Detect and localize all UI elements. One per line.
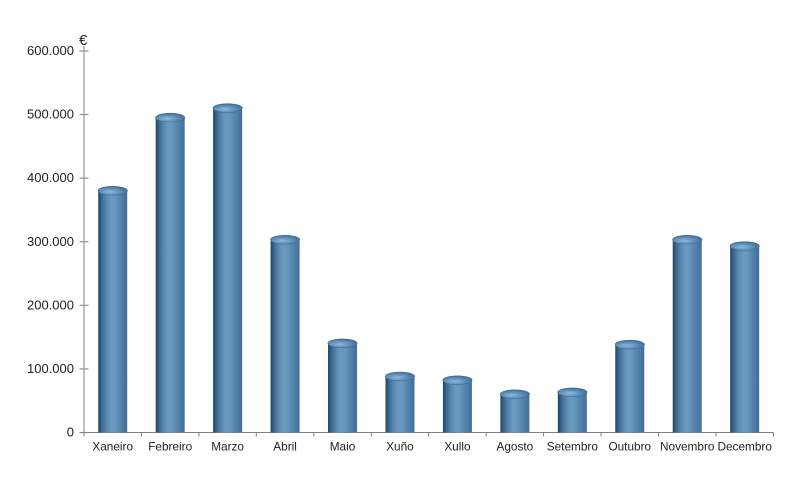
svg-text:Xullo: Xullo [444, 440, 471, 454]
svg-text:300.000: 300.000 [27, 234, 74, 249]
svg-text:Novembro: Novembro [660, 440, 715, 454]
svg-text:Febreiro: Febreiro [148, 440, 192, 454]
svg-text:100.000: 100.000 [27, 361, 74, 376]
svg-text:600.000: 600.000 [27, 43, 74, 58]
svg-text:Agosto: Agosto [497, 440, 534, 454]
svg-text:Marzo: Marzo [211, 440, 244, 454]
svg-text:200.000: 200.000 [27, 297, 74, 312]
svg-text:€: € [79, 32, 88, 49]
svg-text:400.000: 400.000 [27, 170, 74, 185]
svg-text:500.000: 500.000 [27, 107, 74, 122]
svg-text:0: 0 [67, 425, 74, 440]
svg-text:Maio: Maio [330, 440, 356, 454]
svg-text:Setembro: Setembro [547, 440, 599, 454]
svg-text:Decembro: Decembro [717, 440, 772, 454]
svg-text:Xuño: Xuño [386, 440, 414, 454]
svg-text:Xaneiro: Xaneiro [92, 440, 133, 454]
svg-text:Outubro: Outubro [608, 440, 651, 454]
svg-text:Abril: Abril [273, 440, 297, 454]
